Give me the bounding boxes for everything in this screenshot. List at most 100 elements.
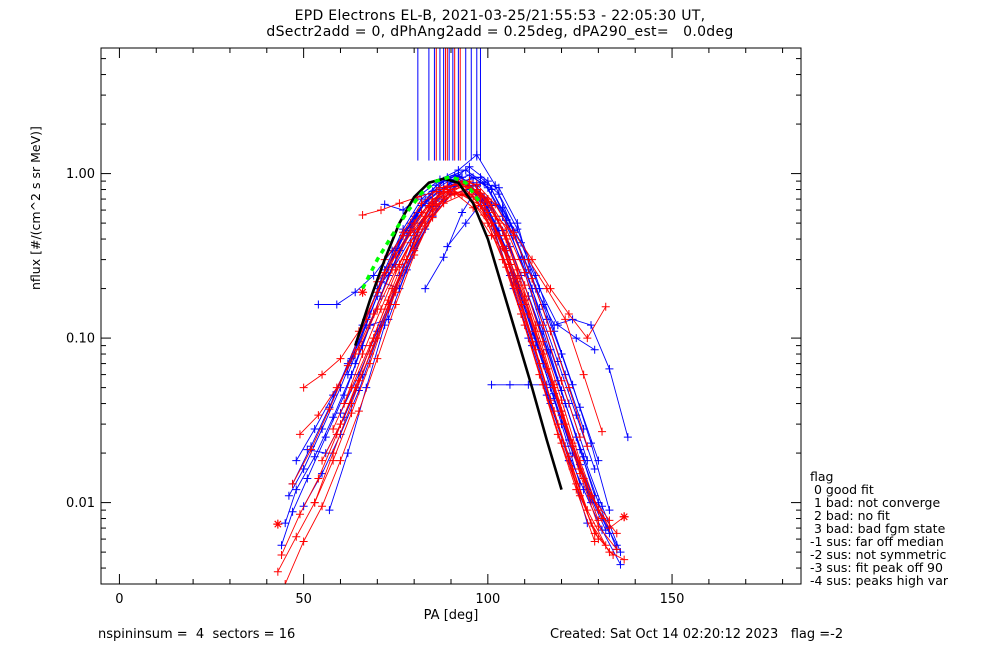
data-point-red [354, 407, 363, 416]
data-point-red [354, 376, 363, 385]
data-point-red [373, 288, 382, 297]
data-point-red [546, 327, 555, 336]
data-point-blue [281, 519, 290, 528]
data-point-red [564, 310, 573, 319]
data-point-blue [314, 300, 323, 309]
data-point-red [557, 439, 566, 448]
data-point-red [483, 208, 492, 217]
data-point-red [575, 465, 584, 474]
data-point-red [601, 541, 610, 550]
data-point-red [391, 250, 400, 259]
data-point-blue [587, 321, 595, 330]
data-point-red [299, 383, 308, 392]
data-point-red [428, 201, 437, 210]
flag-legend: flag 0 good fit 1 bad: not converge 2 ba… [810, 470, 948, 587]
series-line-blue-1 [284, 176, 610, 534]
data-point-red [373, 354, 382, 363]
asterisk-point [358, 287, 368, 297]
data-point-red [295, 510, 304, 519]
data-point-red [332, 383, 341, 392]
data-point-blue [380, 321, 389, 330]
data-point-blue [288, 507, 297, 516]
series-line-red-30 [362, 190, 603, 432]
data-point-red [612, 529, 621, 538]
data-point-blue [601, 526, 610, 535]
legend-item: 2 bad: no fit [810, 508, 890, 523]
data-point-red [520, 321, 529, 330]
x-tick-label: 50 [295, 592, 312, 607]
green-fit-line [361, 174, 482, 290]
data-point-blue [553, 321, 562, 330]
data-point-red [557, 376, 566, 385]
legend-item: 3 bad: bad fgm state [810, 521, 946, 536]
legend-item: -3 sus: fit peak off 90 [810, 560, 943, 575]
data-point-red [583, 442, 592, 451]
data-point-red [601, 302, 610, 311]
data-point-red [472, 185, 481, 194]
data-point-red [395, 199, 404, 208]
data-point-red [410, 225, 419, 234]
data-point-blue [487, 380, 496, 389]
data-point-blue [513, 219, 522, 228]
data-point-blue [505, 380, 514, 389]
legend-item: -1 sus: far off median [810, 534, 944, 549]
data-point-red [509, 228, 518, 237]
data-point-blue [343, 370, 352, 379]
data-point-blue [494, 183, 503, 192]
data-point-blue [472, 150, 481, 159]
data-point-blue [458, 208, 467, 217]
data-point-blue [292, 485, 301, 494]
data-point-red [561, 315, 570, 324]
data-point-red [494, 219, 503, 228]
data-point-blue [329, 413, 338, 422]
data-point-red [358, 211, 367, 220]
median-fit-line [353, 177, 563, 490]
axes: 0 50 100 150 0.01 0.10 1.00 PA [deg] [66, 47, 802, 623]
asterisk-point [619, 512, 629, 522]
data-point-red [273, 567, 282, 576]
data-point-red [373, 334, 382, 343]
data-point-red [314, 474, 323, 483]
series-line-red-26 [321, 187, 618, 534]
data-point-blue [590, 465, 599, 474]
data-point-red [491, 200, 500, 209]
data-point-red [612, 545, 621, 554]
data-point-red [583, 334, 592, 343]
data-point-red [594, 535, 603, 544]
data-point-red [307, 445, 315, 454]
data-point-red [609, 551, 618, 560]
data-point-red [288, 479, 297, 488]
data-point-red [513, 265, 522, 274]
legend-item: 1 bad: not converge [810, 495, 941, 510]
series-line-red-28 [343, 192, 603, 519]
data-point-red [520, 281, 529, 290]
data-point-red [377, 206, 385, 215]
series-line-blue-4 [318, 169, 596, 470]
data-point-blue [325, 506, 334, 515]
x-axis-label: PA [deg] [424, 608, 479, 623]
data-point-red [432, 187, 441, 196]
data-point-red [329, 449, 338, 458]
data-point-red [329, 425, 338, 434]
data-point-blue [575, 403, 584, 412]
data-point-blue [623, 433, 632, 442]
data-point-blue [476, 178, 485, 187]
legend-item: 0 good fit [810, 482, 874, 497]
peak-pitch-angle-lines [417, 48, 481, 161]
data-point-red [292, 532, 301, 541]
data-point-blue [310, 425, 319, 434]
legend-item: -4 sus: peaks high var [810, 573, 949, 588]
data-point-red [336, 420, 345, 429]
data-point-blue [303, 474, 312, 483]
data-point-blue [380, 200, 389, 209]
data-point-blue [498, 203, 507, 212]
data-point-red [487, 231, 496, 240]
data-point-blue [539, 300, 548, 309]
data-point-red [498, 255, 507, 264]
data-point-red [564, 383, 573, 392]
data-point-blue [605, 506, 614, 515]
data-point-red [399, 231, 408, 240]
data-point-red [557, 407, 566, 416]
data-point-red [402, 255, 411, 264]
